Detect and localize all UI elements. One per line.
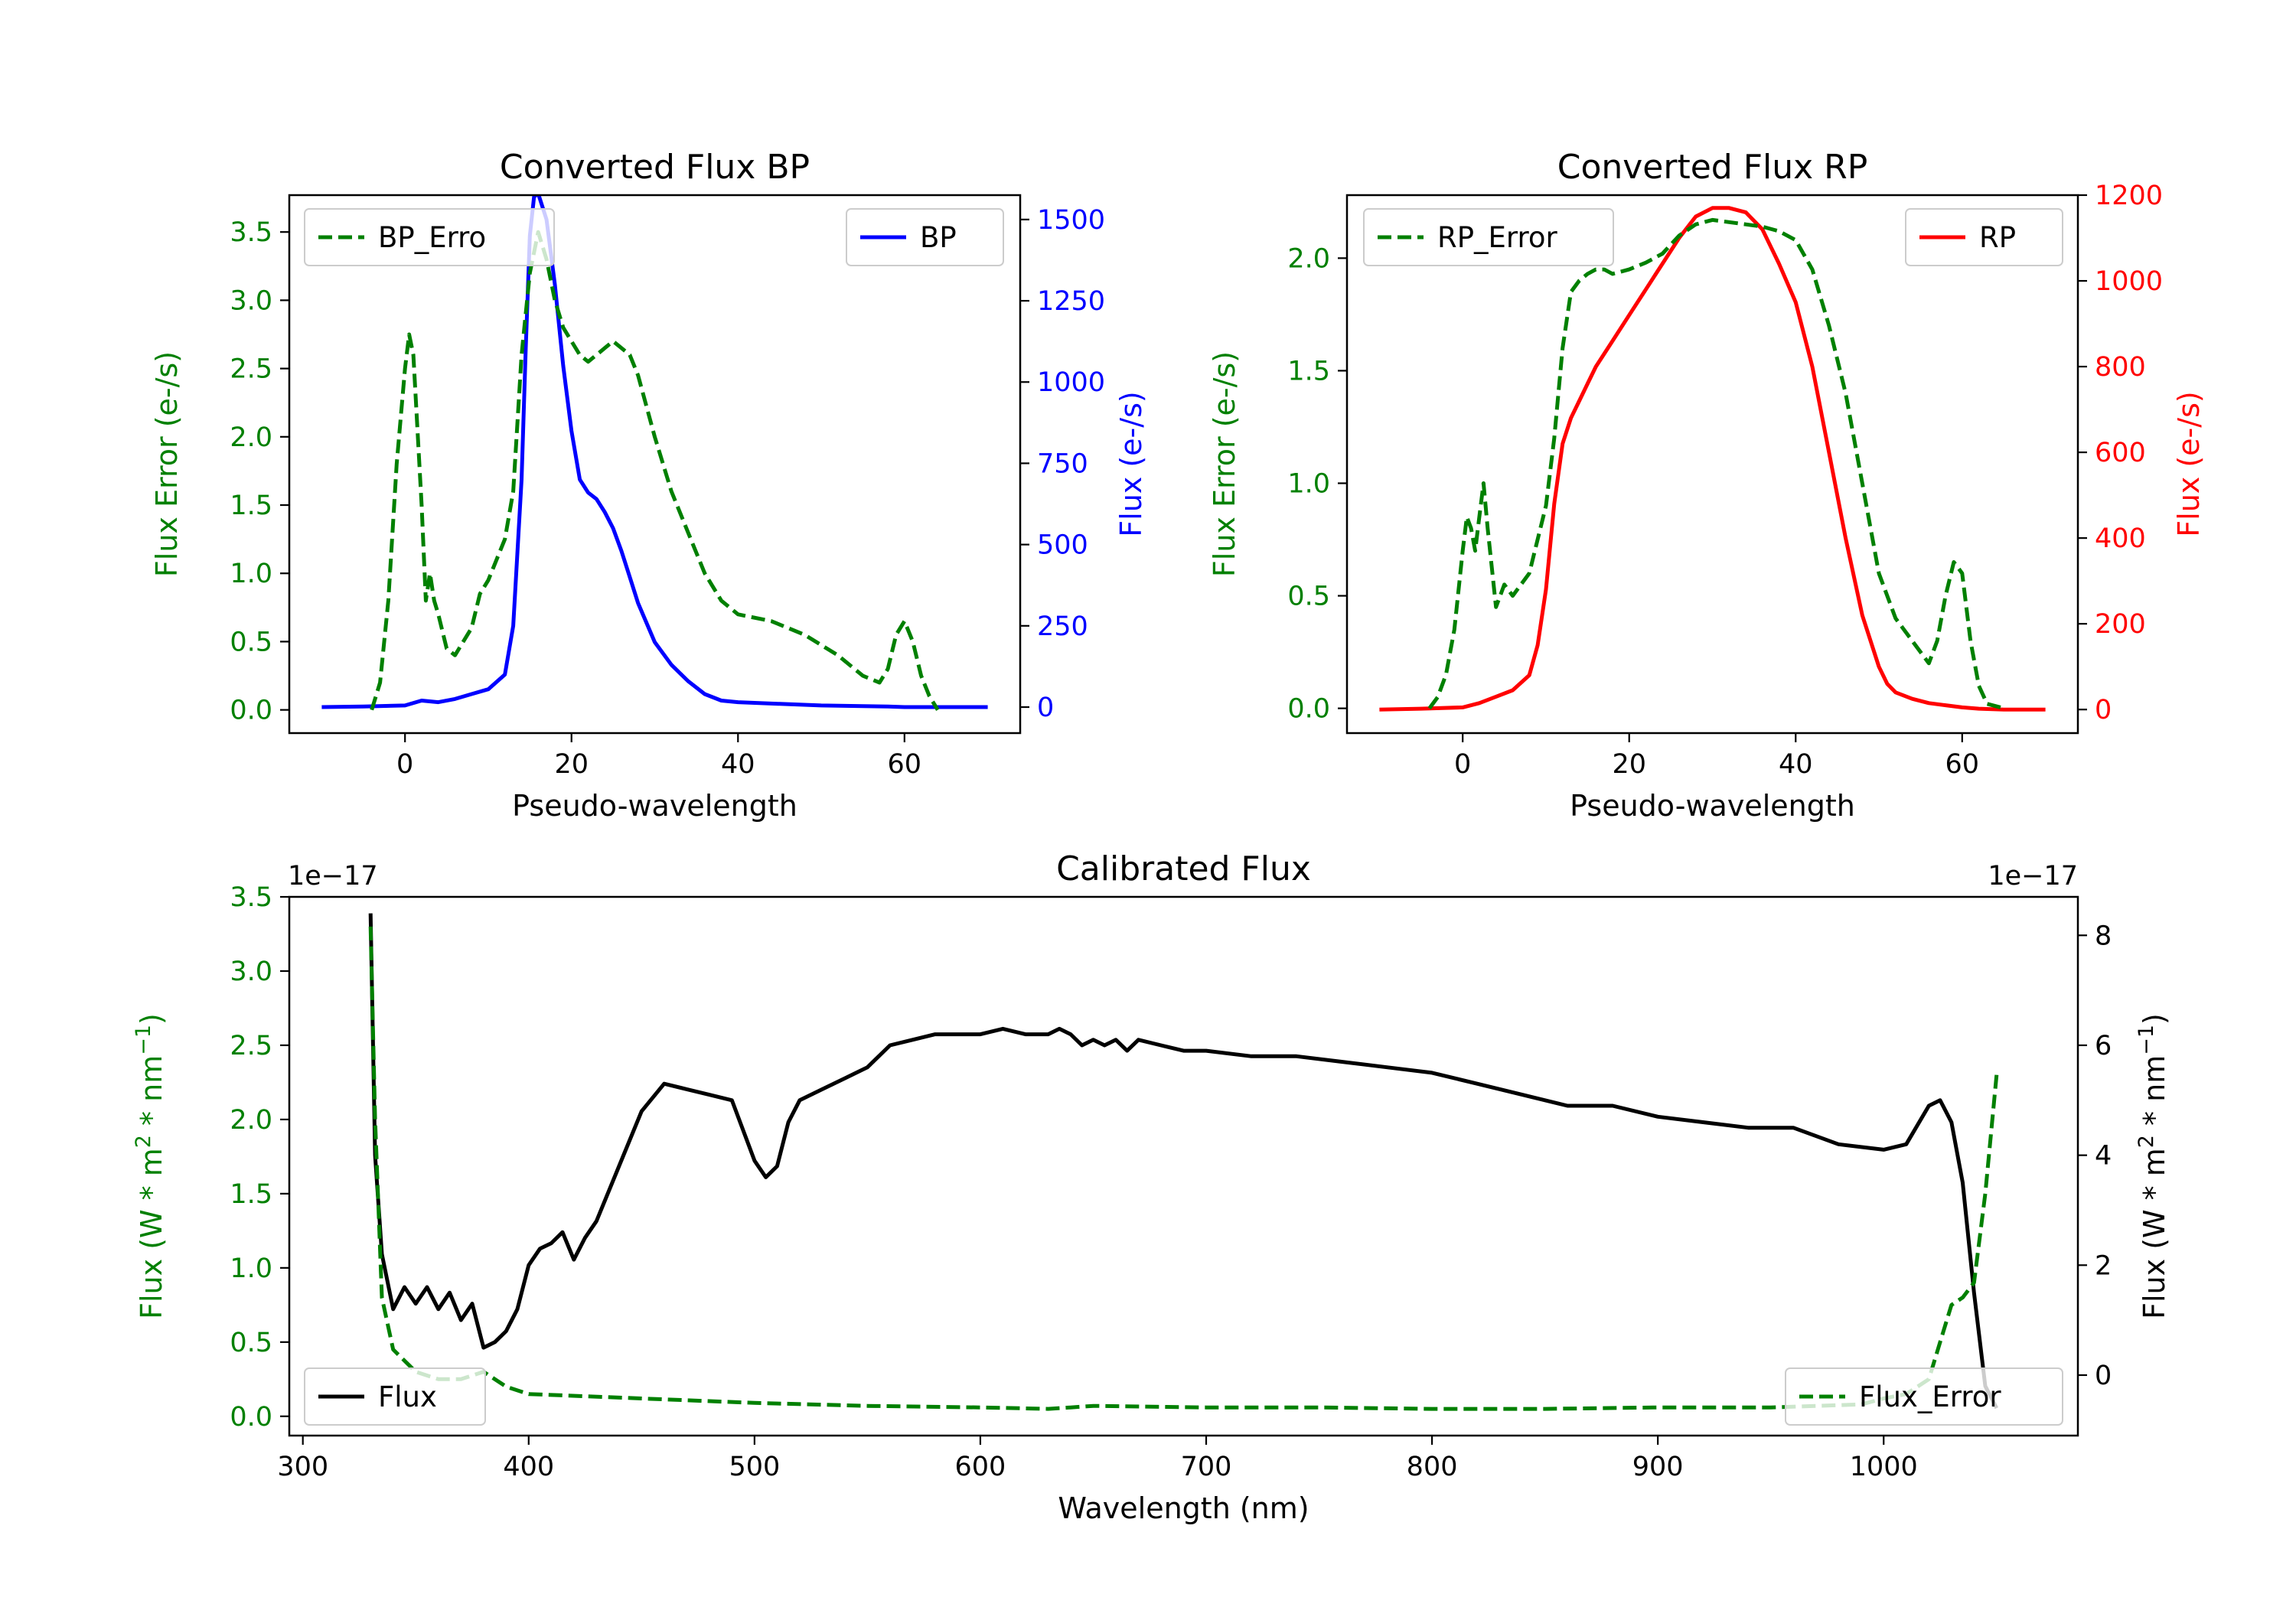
y-right-tick-label: 1000 (1037, 367, 1105, 398)
y-right-axis-label: Flux (e-/s) (1114, 391, 1148, 536)
x-tick-label: 400 (503, 1452, 554, 1482)
y-left-axis-label: Flux Error (e-/s) (1208, 351, 1241, 577)
y-left-axis-label: Flux (W * m2 * nm−1) (132, 1013, 169, 1319)
legend-box (1785, 1367, 2063, 1426)
legend-rp: RP (1905, 208, 2063, 266)
x-axis-label: Pseudo-wavelength (1570, 789, 1855, 823)
legend-flux: Flux (304, 1367, 486, 1426)
legend-label: Flux_Error (1859, 1380, 2001, 1413)
legend-rp-error: RP_Error (1363, 208, 1614, 266)
y-left-tick-label: 0.5 (230, 1328, 272, 1358)
y-right-tick-label: 1200 (2095, 181, 2163, 211)
y-left-tick-label: 3.5 (230, 882, 272, 913)
y-left-tick-label: 0.0 (1287, 694, 1330, 725)
x-tick-label: 0 (1454, 749, 1471, 780)
y-right-tick-label: 750 (1037, 448, 1088, 479)
y-right-axis-label: Flux (e-/s) (2172, 391, 2206, 536)
legend-box (1363, 208, 1614, 266)
chart-title: Calibrated Flux (1056, 849, 1311, 888)
x-axis-label: Wavelength (nm) (1058, 1491, 1309, 1525)
x-tick-label: 300 (277, 1452, 328, 1482)
y-left-tick-label: 3.0 (230, 285, 272, 316)
y-right-tick-label: 8 (2095, 921, 2112, 951)
y-left-axis-label: Flux Error (e-/s) (150, 351, 184, 577)
y-right-axis-label: Flux (W * m2 * nm−1) (2135, 1013, 2172, 1319)
series-line-flux (368, 913, 1999, 1410)
x-tick-label: 60 (1945, 749, 1980, 780)
y-left-offset-text: 1e−17 (288, 861, 378, 892)
y-right-tick-label: 200 (2095, 609, 2146, 640)
y-left-tick-label: 1.5 (230, 491, 272, 521)
y-right-tick-label: 800 (2095, 352, 2146, 383)
legend-label: Flux (378, 1380, 437, 1413)
y-right-tick-label: 0 (1037, 693, 1054, 723)
legend-label: RP_Error (1437, 221, 1557, 254)
y-right-tick-label: 1500 (1037, 205, 1105, 236)
x-tick-label: 40 (721, 749, 755, 780)
y-right-tick-label: 500 (1037, 530, 1088, 561)
x-tick-label: 800 (1407, 1452, 1458, 1482)
y-left-tick-label: 2.5 (230, 354, 272, 385)
y-left-tick-label: 1.5 (1287, 356, 1330, 386)
y-left-tick-label: 1.5 (230, 1179, 272, 1210)
x-tick-label: 20 (554, 749, 589, 780)
x-tick-label: 40 (1779, 749, 1813, 780)
y-right-tick-label: 1000 (2095, 266, 2163, 297)
y-right-tick-label: 1250 (1037, 286, 1105, 317)
x-tick-label: 600 (955, 1452, 1006, 1482)
y-right-offset-text: 1e−17 (1988, 861, 2078, 892)
y-right-tick-label: 400 (2095, 523, 2146, 554)
legend-box (304, 208, 555, 266)
series-line-bp (321, 195, 988, 709)
y-left-tick-label: 2.0 (230, 1105, 272, 1136)
y-right-tick-label: 0 (2095, 1361, 2112, 1391)
y-left-tick-label: 1.0 (230, 1253, 272, 1284)
y-left-tick-label: 2.0 (230, 422, 272, 453)
converted-flux-rp-panel: 0 20 40 60 0.0 0.5 1.0 1.5 2.0 0 200 400 600 800 1000 1… (1208, 148, 2206, 823)
y-right-tick-label: 250 (1037, 611, 1088, 642)
y-right-tick-label: 6 (2095, 1031, 2112, 1061)
y-right-tick-label: 2 (2095, 1250, 2112, 1281)
series-line-bp-error (370, 230, 940, 712)
series-line-rp (1379, 206, 2046, 712)
x-tick-label: 500 (729, 1452, 780, 1482)
chart-title: Converted Flux RP (1557, 148, 1868, 187)
y-right-tick-label: 600 (2095, 438, 2146, 468)
x-tick-label: 700 (1181, 1452, 1232, 1482)
legend-box (1905, 208, 2063, 266)
legend-label: BP_Erro (378, 221, 486, 254)
legend-bp: BP (846, 208, 1004, 266)
legend-label: BP (920, 221, 957, 254)
x-tick-label: 60 (888, 749, 922, 780)
legend-flux-error: Flux_Error (1785, 1367, 2063, 1426)
y-left-tick-label: 1.0 (230, 559, 272, 589)
y-left-tick-label: 2.0 (1287, 243, 1330, 274)
y-left-tick-label: 0.5 (230, 627, 272, 657)
y-left-tick-label: 0.0 (230, 1402, 272, 1433)
converted-flux-bp-panel: 0 20 40 60 0.0 0.5 1.0 1.5 2.0 2.5 3.0 3.5 0 250 500 75… (150, 148, 1148, 823)
chart-title: Converted Flux BP (500, 148, 810, 187)
y-left-tick-label: 0.5 (1287, 582, 1330, 612)
series-line-rp-error (1427, 217, 2004, 711)
legend-box (304, 1367, 486, 1426)
plot-frame (1345, 194, 2079, 735)
x-tick-label: 20 (1612, 749, 1646, 780)
y-right-tick-label: 0 (2095, 695, 2112, 725)
x-tick-label: 900 (1632, 1452, 1684, 1482)
x-tick-label: 1000 (1850, 1452, 1918, 1482)
y-left-tick-label: 0.0 (230, 696, 272, 726)
y-left-tick-label: 3.0 (230, 957, 272, 987)
y-right-tick-label: 4 (2095, 1141, 2112, 1172)
calibrated-flux-panel: 300 400 500 600 700 800 900 1000 0.0 0.5 1.0 1.5 2.0… (132, 849, 2172, 1525)
y-left-tick-label: 1.0 (1287, 469, 1330, 500)
legend-label: RP (1979, 221, 2016, 254)
y-left-tick-label: 3.5 (230, 217, 272, 248)
legend-box (846, 208, 1004, 266)
legend-bp-erro: BP_Erro (304, 208, 555, 266)
y-left-tick-label: 2.5 (230, 1031, 272, 1061)
x-axis-label: Pseudo-wavelength (512, 789, 797, 823)
plot-frame (288, 895, 2079, 1437)
x-tick-label: 0 (396, 749, 413, 780)
